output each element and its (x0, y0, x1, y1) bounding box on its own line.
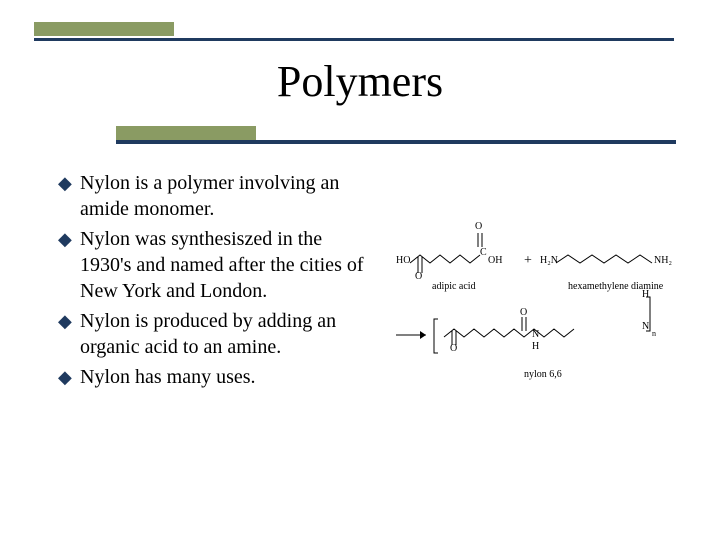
mid-horizontal-rule (116, 140, 676, 144)
chem-label-n-sub: n (652, 329, 656, 338)
chem-label-n: N (642, 321, 649, 332)
chem-label-ho: HO (396, 255, 410, 266)
chem-label-o: O (520, 307, 527, 318)
bullet-list: ◆ Nylon is a polymer involving an amide … (58, 170, 378, 394)
list-item: ◆ Nylon is produced by adding an organic… (58, 308, 378, 360)
bullet-text: Nylon is a polymer involving an amide mo… (80, 170, 378, 222)
chem-label-h: H (642, 289, 649, 300)
mid-accent-bar (116, 126, 256, 140)
chem-label-o: O (450, 343, 457, 354)
bullet-icon: ◆ (58, 226, 80, 252)
list-item: ◆ Nylon is a polymer involving an amide … (58, 170, 378, 222)
top-horizontal-rule (34, 38, 674, 41)
chem-plus: + (524, 253, 532, 269)
chem-label-adipic: adipic acid (432, 281, 476, 292)
bullet-icon: ◆ (58, 364, 80, 390)
list-item: ◆ Nylon has many uses. (58, 364, 378, 390)
chem-label-h2n: H₂N (540, 255, 558, 266)
list-item: ◆ Nylon was synthesiszed in the 1930's a… (58, 226, 378, 304)
bullet-text: Nylon was synthesiszed in the 1930's and… (80, 226, 378, 304)
chem-label-h: H (532, 341, 539, 352)
chem-label-c: C (480, 247, 487, 258)
chem-label-o: O (475, 221, 482, 232)
chem-label-oh: OH (488, 255, 502, 266)
bullet-icon: ◆ (58, 308, 80, 334)
chem-label-nh2: NH₂ (654, 255, 672, 266)
bullet-icon: ◆ (58, 170, 80, 196)
chemical-diagram: HO O O C OH adipic acid + H₂N NH₂ hexame… (396, 225, 696, 425)
top-accent-bar (34, 22, 174, 36)
slide-title: Polymers (0, 56, 720, 107)
chem-label-o: O (415, 271, 422, 282)
chem-label-product: nylon 6,6 (524, 369, 562, 380)
bullet-text: Nylon is produced by adding an organic a… (80, 308, 378, 360)
chem-label-n: N (532, 329, 539, 340)
bullet-text: Nylon has many uses. (80, 364, 256, 390)
